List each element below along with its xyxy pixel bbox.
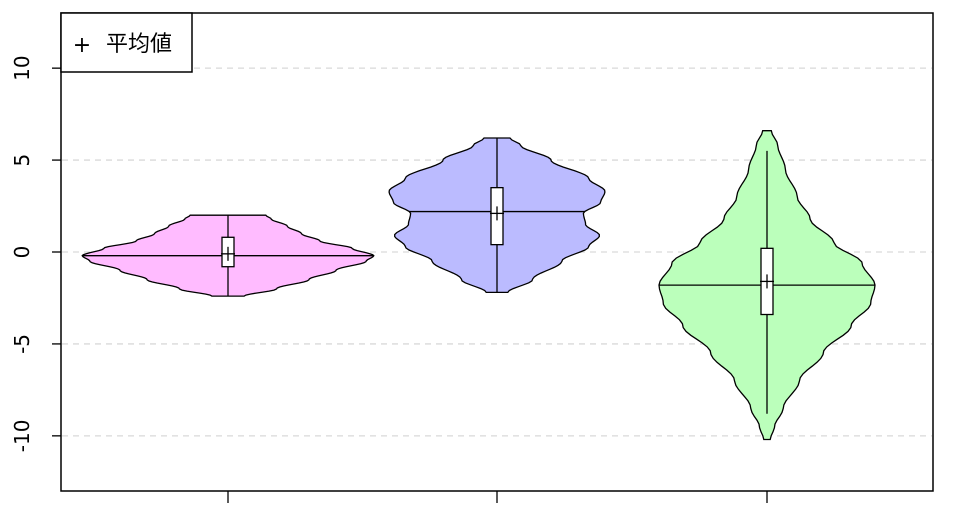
violin-2 xyxy=(388,137,606,294)
y-tick-label: 10 xyxy=(10,55,34,80)
violins xyxy=(81,130,876,441)
y-tick-label: 0 xyxy=(10,246,34,259)
legend-symbol: + xyxy=(73,33,91,58)
violin-1 xyxy=(81,214,375,297)
legend: + 平均値 xyxy=(60,12,193,73)
axes: 10 5 0 -5 -10 xyxy=(10,12,934,503)
y-tick-label: 5 xyxy=(10,154,34,167)
y-tick-label: -10 xyxy=(10,420,34,453)
legend-label: 平均値 xyxy=(106,32,172,57)
legend-box xyxy=(60,12,193,73)
y-tick-label: -5 xyxy=(10,334,34,354)
violin-3 xyxy=(658,130,876,441)
